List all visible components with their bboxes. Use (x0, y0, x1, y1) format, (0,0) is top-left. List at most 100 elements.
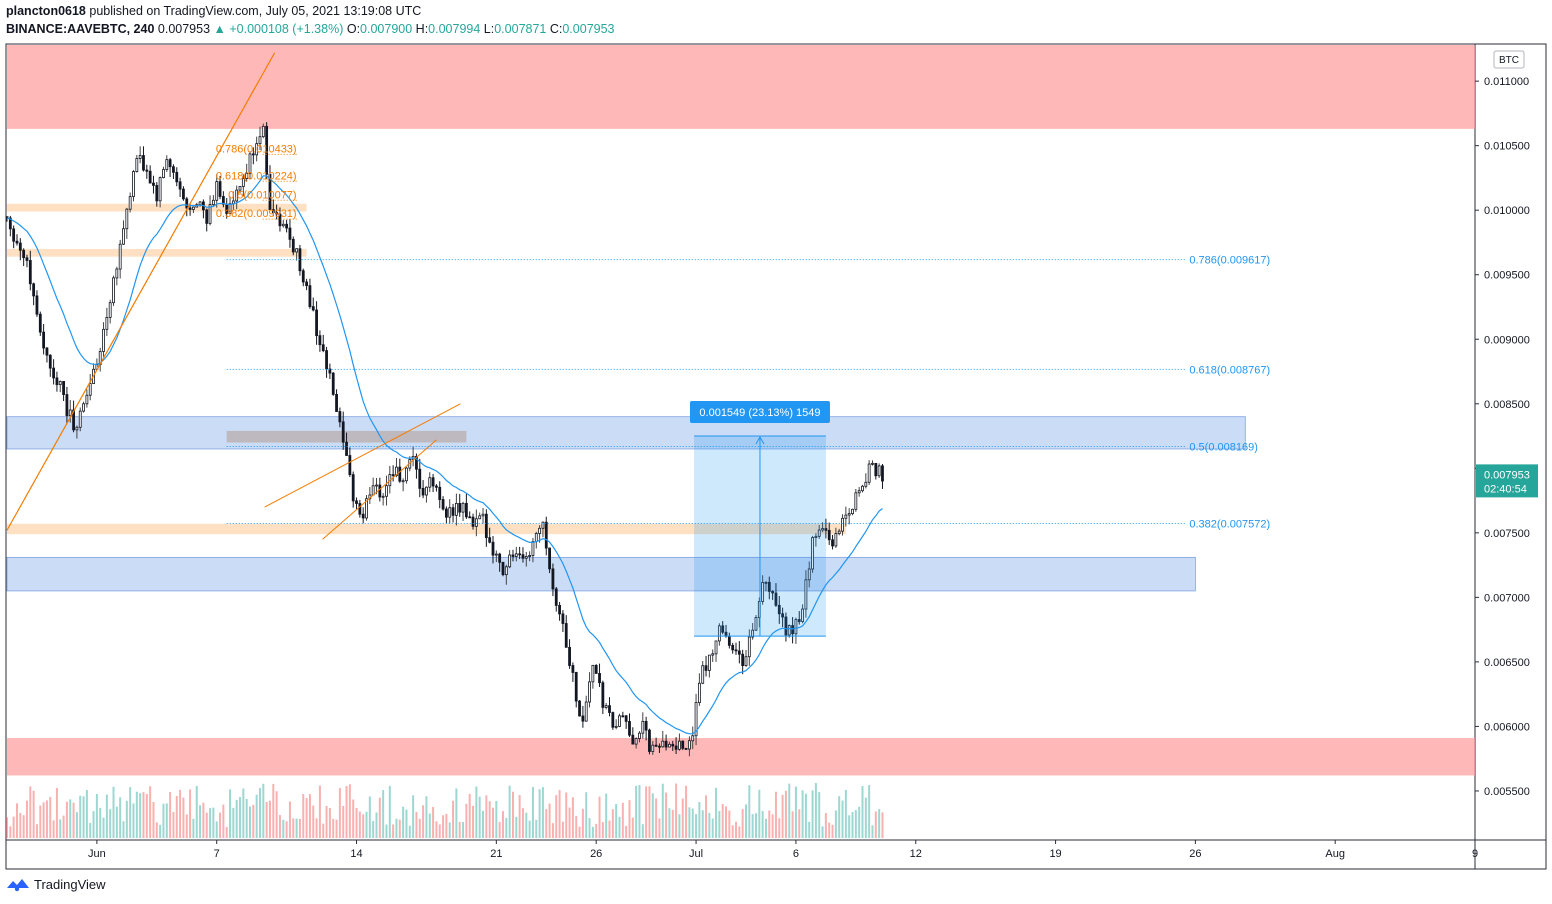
volume-bar (588, 818, 591, 838)
volume-bar (75, 812, 78, 838)
candle-body (331, 372, 335, 395)
candle-body (644, 720, 648, 731)
candle-body (378, 484, 382, 498)
candle-body (258, 136, 262, 145)
candle-body (854, 492, 858, 510)
volume-bar (818, 792, 821, 838)
volume-bar (415, 811, 418, 838)
candle-body (318, 335, 322, 346)
candle-body (185, 198, 189, 209)
candle-body (731, 644, 735, 651)
candle-body (22, 249, 26, 259)
publisher-user[interactable]: plancton0618 (6, 4, 86, 18)
volume-bar (219, 812, 222, 838)
volume-bar (635, 785, 638, 838)
candle-body (152, 182, 155, 186)
volume-bar (558, 790, 561, 838)
candle-body (847, 513, 851, 516)
volume-bar (112, 786, 115, 838)
volume-bar (382, 790, 385, 838)
candle-body (438, 486, 442, 500)
candle-body (634, 738, 638, 745)
volume-bar (295, 818, 298, 838)
zone-red-1 (7, 738, 1475, 776)
volume-bar (352, 799, 355, 838)
price-axis-label: 0.006500 (1484, 657, 1530, 669)
volume-bar (308, 794, 311, 838)
volume-bar (748, 785, 751, 838)
volume-bar (651, 793, 654, 838)
volume-bar (282, 819, 285, 838)
volume-bar (764, 818, 767, 838)
volume-bar (828, 822, 831, 838)
time-axis-label: Aug (1325, 848, 1345, 860)
volume-bar (838, 796, 841, 838)
candle-body (358, 503, 362, 515)
volume-bar (525, 812, 528, 838)
volume-bar (561, 821, 564, 838)
volume-bar (468, 793, 471, 838)
candle-body (534, 533, 538, 543)
candle-body (365, 498, 368, 519)
candle-body (514, 553, 518, 557)
candle-body (717, 625, 721, 642)
time-axis-label: 26 (590, 848, 602, 860)
volume-bar (9, 826, 12, 838)
change-arrow-icon: ▲ (213, 22, 226, 36)
volume-bar (571, 797, 574, 838)
volume-bar (205, 812, 208, 838)
volume-bar (172, 812, 175, 838)
volume-bar (821, 826, 824, 838)
candle-body (648, 729, 651, 752)
volume-bar (844, 789, 847, 838)
time-axis-label: 12 (910, 848, 922, 860)
candle-body (737, 650, 741, 655)
volume-bar (645, 786, 648, 838)
volume-bar (189, 789, 192, 838)
volume-bar (871, 825, 874, 838)
volume-series (6, 783, 884, 838)
volume-bar (192, 818, 195, 838)
volume-bar (119, 797, 122, 838)
volume-bar (432, 807, 435, 838)
volume-bar (142, 792, 145, 838)
candle-body (45, 347, 49, 356)
candle-body (861, 485, 864, 492)
time-axis-label: Jul (689, 848, 703, 860)
volume-bar (708, 813, 711, 838)
volume-bar (125, 800, 128, 838)
volume-bar (705, 795, 708, 838)
candle-body (777, 604, 781, 615)
candle-body (478, 515, 482, 520)
tradingview-footer[interactable]: TradingView (6, 876, 106, 892)
candle-body (474, 518, 478, 527)
candle-body (591, 664, 595, 683)
volume-bar (288, 801, 291, 838)
volume-bar (195, 785, 198, 838)
candle-body (688, 740, 691, 750)
candle-body (325, 350, 328, 370)
measure-arrow-head-icon (755, 436, 765, 445)
publisher-info: published on TradingView.com, July 05, 2… (89, 4, 422, 18)
volume-bar (864, 797, 867, 838)
candle-body (42, 331, 46, 349)
symbol-name[interactable]: BINANCE:AAVEBTC, 240 (6, 22, 155, 36)
candle-body (192, 206, 195, 210)
volume-bar (485, 795, 488, 838)
candle-body (158, 177, 162, 202)
candle-body (55, 377, 59, 386)
candle-body (844, 514, 848, 519)
volume-bar (258, 788, 261, 838)
price-axis-label: 0.010500 (1484, 141, 1530, 153)
volume-bar (878, 809, 881, 838)
candle-body (584, 701, 588, 722)
candle-body (5, 216, 9, 219)
candle-body (445, 508, 448, 518)
candle-body (301, 270, 305, 283)
volume-bar (12, 816, 15, 838)
candle-body (568, 646, 571, 666)
volume-bar (595, 823, 598, 838)
volume-bar (438, 824, 441, 838)
candle-body (461, 502, 465, 513)
